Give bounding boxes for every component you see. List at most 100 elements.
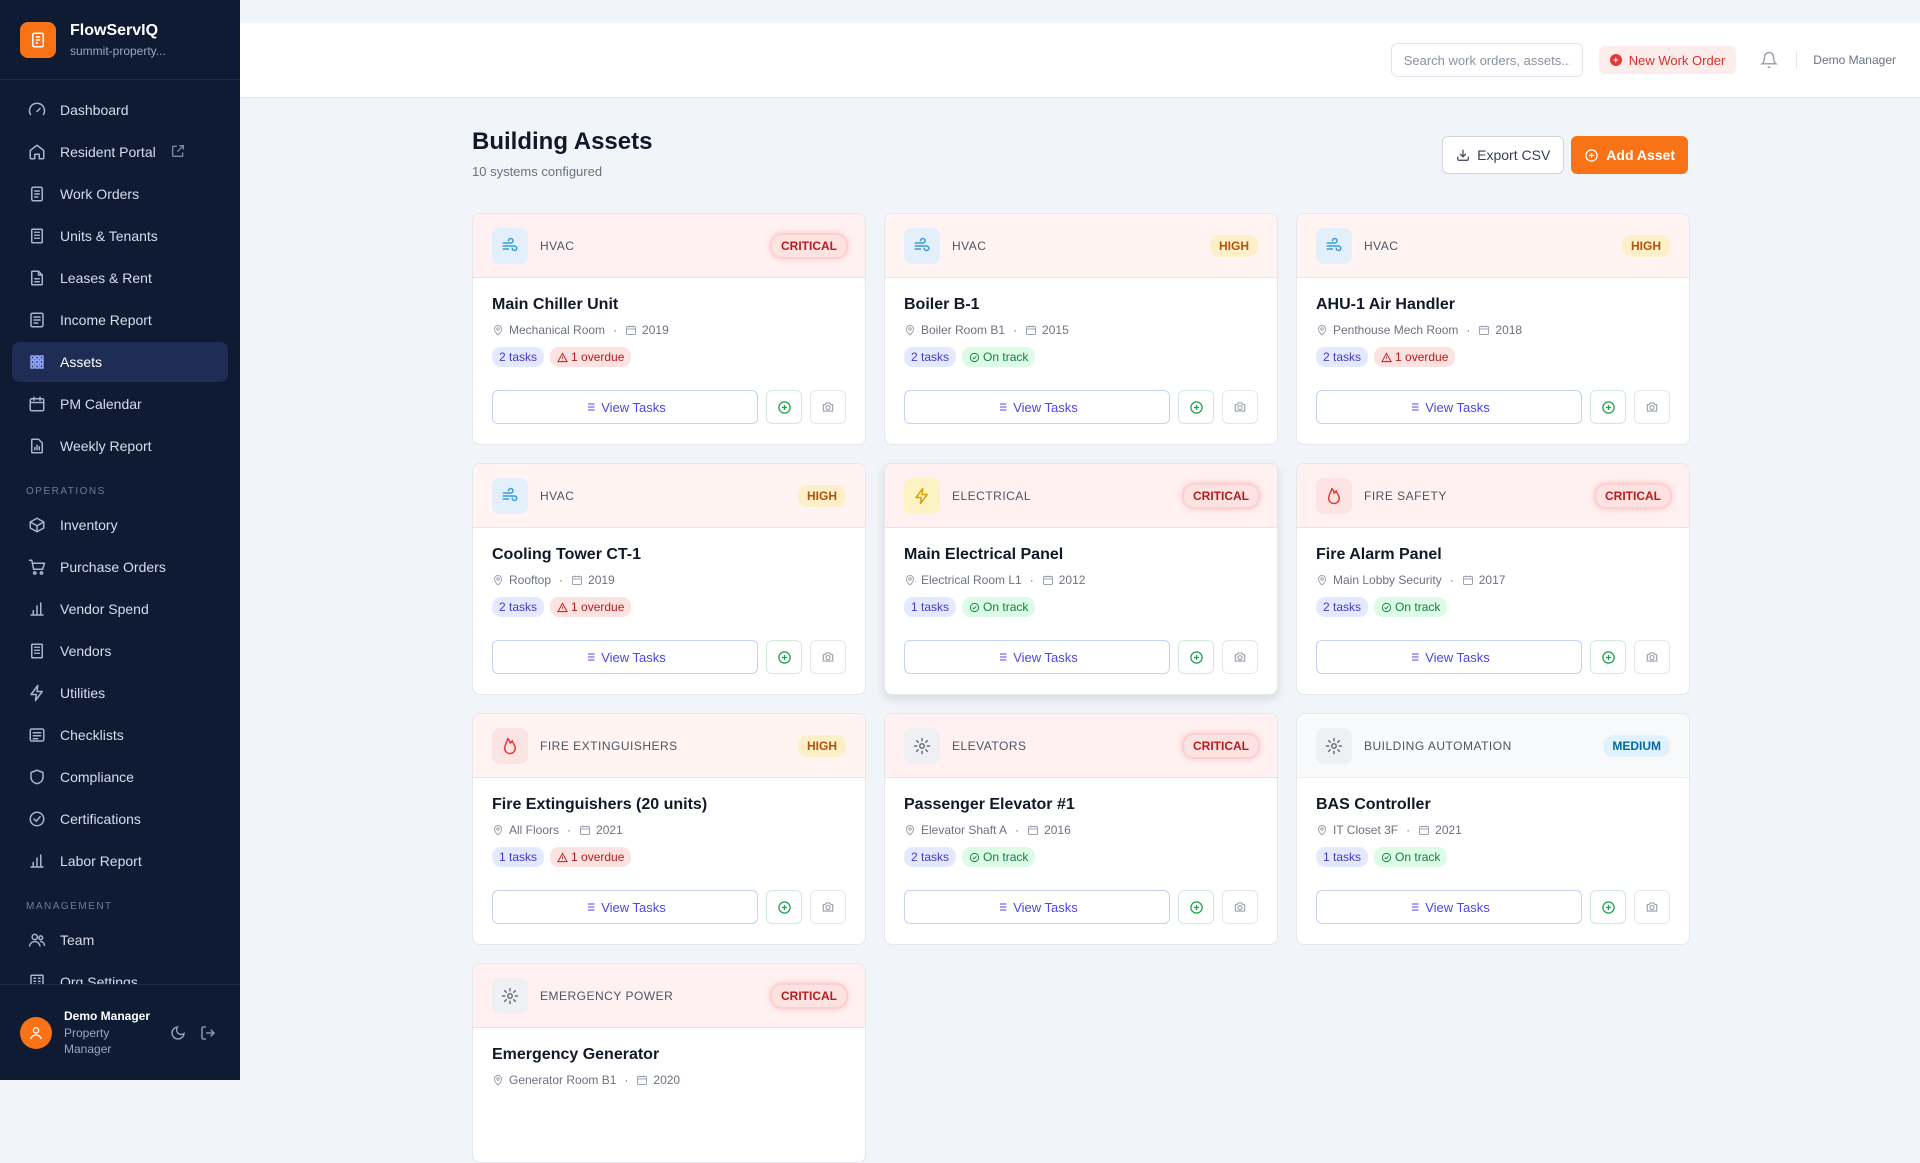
check-circle-icon [969,352,980,363]
add-task-button[interactable] [1178,890,1214,924]
sidebar-item-checklists[interactable]: Checklists [12,715,228,755]
photo-button[interactable] [1222,640,1258,674]
logout-icon[interactable] [196,1021,220,1045]
sidebar-item-compliance[interactable]: Compliance [12,757,228,797]
view-tasks-label: View Tasks [601,399,666,415]
view-tasks-button[interactable]: View Tasks [1316,890,1582,924]
sidebar-item-dashboard[interactable]: Dashboard [12,90,228,130]
sidebar-item-label: Income Report [60,312,152,328]
map-pin-icon [492,324,504,336]
sidebar-item-labor-report[interactable]: Labor Report [12,841,228,881]
asset-card[interactable]: HVAC HIGH AHU-1 Air Handler Penthouse Mech … [1296,213,1690,445]
sidebar-item-team[interactable]: Team [12,920,228,960]
photo-button[interactable] [810,640,846,674]
add-task-button[interactable] [766,890,802,924]
brand[interactable]: FlowServIQ summit-property... [0,0,240,80]
calendar-icon [1027,824,1039,836]
plus-circle-icon [777,400,792,415]
asset-card[interactable]: ELEVATORS CRITICAL Passenger Elevator #1 El… [884,713,1278,945]
asset-card[interactable]: HVAC HIGH Boiler B-1 Boiler Room B1 · 2015 2 t… [884,213,1278,445]
cart-icon [28,558,46,576]
warning-triangle-icon [557,851,568,863]
asset-card[interactable]: FIRE EXTINGUISHERS HIGH Fire Extinguishers… [472,713,866,945]
search-input[interactable] [1390,43,1583,77]
photo-button[interactable] [1222,890,1258,924]
view-tasks-button[interactable]: View Tasks [904,390,1170,424]
sidebar-item-pm-calendar[interactable]: PM Calendar [12,384,228,424]
add-task-button[interactable] [1178,390,1214,424]
add-task-button[interactable] [1590,390,1626,424]
photo-button[interactable] [1634,390,1670,424]
box-icon [28,516,46,534]
avatar[interactable] [20,1016,52,1049]
view-tasks-button[interactable]: View Tasks [492,390,758,424]
brand-subtitle: summit-property... [70,43,166,58]
sidebar-footer: Demo Manager Property Manager [0,984,240,1080]
photo-button[interactable] [810,390,846,424]
asset-name[interactable]: Fire Extinguishers (20 units) [492,796,708,813]
bell-icon[interactable] [1760,51,1779,69]
export-csv-button[interactable]: Export CSV [1442,136,1565,174]
sidebar-item-leases-rent[interactable]: Leases & Rent [12,258,228,298]
sidebar-item-work-orders[interactable]: Work Orders [12,174,228,214]
map-pin-icon [1316,324,1328,336]
asset-name[interactable]: Main Electrical Panel [904,546,1064,563]
asset-card[interactable]: ELECTRICAL CRITICAL Main Electrical Panel E… [884,463,1278,695]
add-task-button[interactable] [766,390,802,424]
sidebar-item-units-tenants[interactable]: Units & Tenants [12,216,228,256]
asset-name[interactable]: Cooling Tower CT-1 [492,546,642,563]
check-circle-icon [28,810,46,828]
add-task-button[interactable] [1178,640,1214,674]
asset-name[interactable]: Fire Alarm Panel [1316,546,1442,563]
photo-button[interactable] [810,890,846,924]
view-tasks-button[interactable]: View Tasks [1316,390,1582,424]
map-pin-icon [492,1074,504,1086]
asset-name[interactable]: Main Chiller Unit [492,296,619,313]
top-user-menu[interactable]: Demo Manager [1813,53,1896,67]
sidebar-item-certifications[interactable]: Certifications [12,799,228,839]
asset-name[interactable]: Emergency Generator [492,1046,660,1063]
add-task-button[interactable] [1590,890,1626,924]
new-work-order-button[interactable]: + New Work Order [1598,46,1737,74]
asset-card[interactable]: HVAC CRITICAL Main Chiller Unit Mechanical … [472,213,866,445]
sidebar-item-resident-portal[interactable]: Resident Portal [12,132,228,172]
photo-button[interactable] [1222,390,1258,424]
sidebar-item-inventory[interactable]: Inventory [12,505,228,545]
view-tasks-button[interactable]: View Tasks [492,890,758,924]
sidebar-item-utilities[interactable]: Utilities [12,673,228,713]
task-count-badge: 2 tasks [904,847,957,867]
asset-year: 2017 [1478,573,1506,587]
sidebar-item-assets[interactable]: Assets [12,342,228,382]
add-asset-button[interactable]: Add Asset [1571,136,1688,174]
sidebar-item-vendors[interactable]: Vendors [12,631,228,671]
sidebar-item-label: PM Calendar [60,396,142,412]
add-task-button[interactable] [766,640,802,674]
asset-name[interactable]: AHU-1 Air Handler [1316,296,1455,313]
camera-icon [1645,400,1659,414]
map-pin-icon [1316,574,1328,586]
sidebar-item-purchase-orders[interactable]: Purchase Orders [12,547,228,587]
view-tasks-button[interactable]: View Tasks [904,890,1170,924]
photo-button[interactable] [1634,640,1670,674]
warning-triangle-icon [1381,351,1392,363]
asset-year: 2018 [1495,323,1523,337]
photo-button[interactable] [1634,890,1670,924]
view-tasks-button[interactable]: View Tasks [492,640,758,674]
sidebar-item-income-report[interactable]: Income Report [12,300,228,340]
asset-card[interactable]: FIRE SAFETY CRITICAL Fire Alarm Panel Main … [1296,463,1690,695]
add-task-button[interactable] [1590,640,1626,674]
asset-name[interactable]: BAS Controller [1316,796,1431,813]
asset-card[interactable]: EMERGENCY POWER CRITICAL Emergency Generat… [472,963,866,1163]
asset-card[interactable]: HVAC HIGH Cooling Tower CT-1 Rooftop · 2019 2 … [472,463,866,695]
camera-icon [821,650,835,664]
sidebar-item-weekly-report[interactable]: Weekly Report [12,426,228,466]
asset-card[interactable]: BUILDING AUTOMATION MEDIUM BAS Controller I… [1296,713,1690,945]
asset-name[interactable]: Boiler B-1 [904,296,980,313]
asset-year: 2021 [596,823,623,837]
view-tasks-button[interactable]: View Tasks [1316,640,1582,674]
asset-name[interactable]: Passenger Elevator #1 [904,796,1075,813]
view-tasks-button[interactable]: View Tasks [904,640,1170,674]
sidebar-item-vendor-spend[interactable]: Vendor Spend [12,589,228,629]
theme-toggle-moon-icon[interactable] [166,1021,190,1045]
asset-category: HVAC [540,488,575,503]
